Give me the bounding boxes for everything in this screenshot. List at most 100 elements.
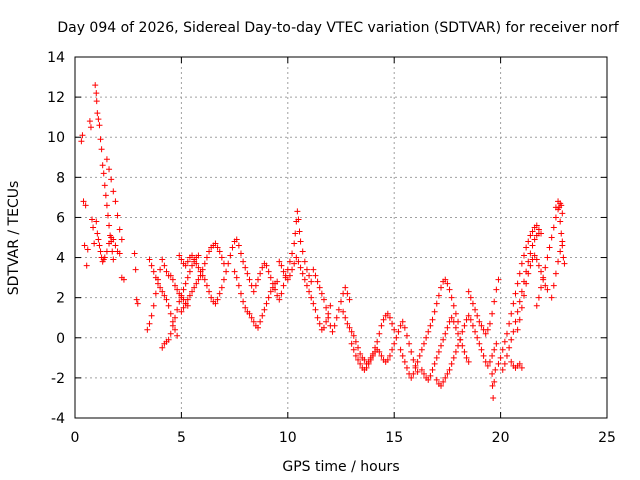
data-point bbox=[212, 240, 219, 247]
data-point bbox=[492, 366, 499, 373]
data-point bbox=[386, 314, 393, 321]
data-point bbox=[167, 310, 174, 317]
data-point bbox=[208, 294, 215, 301]
y-tick-label: -4 bbox=[51, 411, 65, 427]
data-point bbox=[448, 314, 455, 321]
data-point bbox=[291, 260, 298, 267]
data-point bbox=[463, 354, 470, 361]
data-point bbox=[223, 268, 230, 275]
data-point bbox=[233, 236, 240, 243]
data-point bbox=[491, 378, 498, 385]
data-point bbox=[189, 262, 196, 269]
data-point bbox=[242, 264, 249, 271]
data-point bbox=[518, 288, 525, 295]
data-point bbox=[544, 286, 551, 293]
data-point bbox=[299, 270, 306, 277]
data-point bbox=[246, 310, 253, 317]
data-point bbox=[448, 360, 455, 367]
data-point bbox=[201, 276, 208, 283]
data-point bbox=[555, 258, 562, 265]
data-point bbox=[178, 256, 185, 263]
data-point bbox=[389, 320, 396, 327]
data-point bbox=[525, 238, 532, 245]
data-point bbox=[95, 116, 102, 123]
data-point bbox=[310, 266, 317, 273]
data-point bbox=[108, 176, 115, 183]
data-point bbox=[89, 216, 96, 223]
data-point bbox=[429, 316, 436, 323]
chart-title: Day 094 of 2026, Sidereal Day-to-day VTE… bbox=[57, 20, 619, 36]
data-point bbox=[525, 270, 532, 277]
data-point bbox=[335, 306, 342, 313]
data-point bbox=[203, 282, 210, 289]
y-tick-label: -2 bbox=[51, 371, 65, 387]
data-point bbox=[489, 310, 496, 317]
data-point bbox=[146, 256, 153, 263]
data-point bbox=[320, 296, 327, 303]
data-point bbox=[110, 256, 117, 263]
data-point bbox=[408, 348, 415, 355]
data-point bbox=[469, 322, 476, 329]
data-point bbox=[186, 292, 193, 299]
data-point bbox=[186, 268, 193, 275]
data-point bbox=[248, 314, 255, 321]
data-point bbox=[299, 248, 306, 255]
data-point bbox=[180, 296, 187, 303]
data-point bbox=[306, 272, 313, 279]
data-point bbox=[393, 334, 400, 341]
data-point bbox=[252, 282, 259, 289]
data-point bbox=[167, 272, 174, 279]
data-point bbox=[442, 330, 449, 337]
data-point bbox=[276, 258, 283, 265]
data-point bbox=[244, 270, 251, 277]
data-point bbox=[229, 244, 236, 251]
data-point bbox=[82, 202, 89, 209]
data-point bbox=[274, 278, 281, 285]
data-point bbox=[452, 310, 459, 317]
data-point bbox=[274, 292, 281, 299]
data-point bbox=[525, 258, 532, 265]
data-point bbox=[533, 222, 540, 229]
data-point bbox=[195, 252, 202, 259]
data-point bbox=[314, 278, 321, 285]
data-point bbox=[397, 322, 404, 329]
data-point bbox=[193, 280, 200, 287]
data-point bbox=[535, 230, 542, 237]
data-point bbox=[259, 264, 266, 271]
data-point bbox=[414, 358, 421, 365]
data-point bbox=[435, 292, 442, 299]
data-point bbox=[499, 346, 506, 353]
data-point bbox=[167, 330, 174, 337]
data-point bbox=[157, 266, 164, 273]
data-point bbox=[450, 354, 457, 361]
data-point bbox=[331, 322, 338, 329]
data-point bbox=[450, 318, 457, 325]
data-point bbox=[550, 282, 557, 289]
data-point bbox=[559, 238, 566, 245]
data-point bbox=[95, 236, 102, 243]
data-point bbox=[276, 296, 283, 303]
data-point bbox=[199, 272, 206, 279]
data-point bbox=[150, 302, 157, 309]
data-point bbox=[378, 352, 385, 359]
data-point bbox=[163, 268, 170, 275]
data-point bbox=[92, 82, 99, 89]
data-point bbox=[176, 298, 183, 305]
data-point bbox=[386, 352, 393, 359]
data-point bbox=[440, 336, 447, 343]
data-point bbox=[482, 330, 489, 337]
data-point bbox=[86, 118, 93, 125]
data-point bbox=[291, 240, 298, 247]
data-point bbox=[558, 230, 565, 237]
data-point bbox=[493, 340, 500, 347]
data-point bbox=[438, 342, 445, 349]
y-tick-label: 0 bbox=[56, 331, 65, 347]
data-point bbox=[118, 236, 125, 243]
data-point bbox=[272, 286, 279, 293]
data-point bbox=[116, 226, 123, 233]
data-point bbox=[480, 352, 487, 359]
data-point bbox=[352, 338, 359, 345]
data-point bbox=[84, 246, 91, 253]
data-point bbox=[94, 110, 101, 117]
data-point bbox=[391, 340, 398, 347]
